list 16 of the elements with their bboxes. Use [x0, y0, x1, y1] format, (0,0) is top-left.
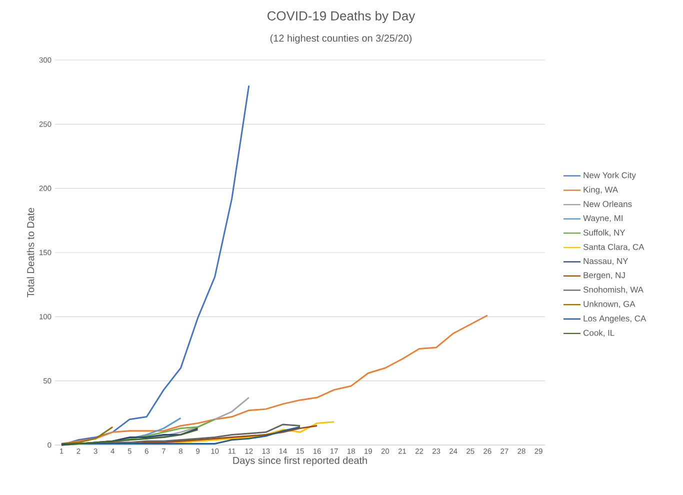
- legend-label: Suffolk, NY: [583, 229, 626, 237]
- legend-label: New York City: [584, 172, 636, 180]
- legend-label: Santa Clara, CA: [583, 244, 644, 251]
- chart-title: COVID-19 Deaths by Day: [268, 10, 416, 24]
- y-axis-title: Total Deaths to Date: [26, 208, 34, 298]
- chart-subtitle: (12 highest counties on 3/25/20): [270, 34, 412, 44]
- legend-label: Bergen, NJ: [584, 272, 625, 280]
- x-axis-title: Days since first reported death: [233, 456, 367, 466]
- legend-label: Unknown, GA: [584, 300, 636, 308]
- legend-label: Wayne, MI: [583, 215, 622, 223]
- legend-label: Nassau, NY: [584, 258, 628, 266]
- legend-label: New Orleans: [584, 200, 632, 208]
- legend-label: Snohomish, WA: [583, 286, 644, 294]
- legend-label: Cook, IL: [584, 330, 614, 337]
- legend-label: King, WA: [584, 186, 618, 194]
- legend-label: Los Angeles, CA: [584, 315, 646, 324]
